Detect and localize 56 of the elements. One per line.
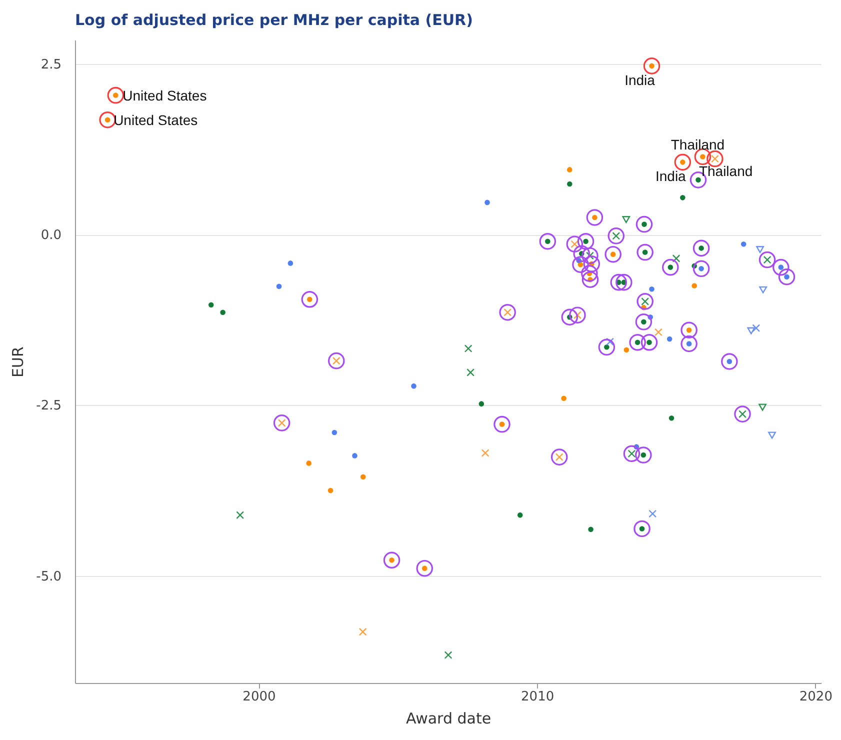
annotation: Thailand <box>698 162 753 179</box>
point <box>328 488 334 494</box>
point <box>517 512 523 518</box>
y-tick-label: 2.5 <box>40 57 62 72</box>
point <box>411 383 416 389</box>
x-tick-label: 2020 <box>799 690 832 704</box>
annotation: United States <box>122 87 207 104</box>
y-tick-label: -2.5 <box>36 398 62 414</box>
point <box>466 368 474 376</box>
point <box>666 336 672 342</box>
point <box>288 260 294 266</box>
point <box>566 181 572 187</box>
point <box>649 286 654 292</box>
point <box>358 628 367 636</box>
point <box>668 416 674 421</box>
point <box>352 453 358 458</box>
point <box>481 449 490 457</box>
x-axis-title: Award date <box>406 710 492 728</box>
point <box>464 344 472 352</box>
point <box>332 430 338 436</box>
point <box>740 241 746 247</box>
x-tick-label: 2000 <box>242 690 276 704</box>
annotation: India <box>655 168 686 184</box>
point <box>444 651 452 659</box>
point <box>566 167 572 172</box>
point <box>588 526 594 532</box>
point <box>756 246 764 254</box>
point <box>360 474 366 480</box>
point <box>478 401 484 406</box>
y-tick-label: 0.0 <box>40 228 62 244</box>
point <box>759 286 768 294</box>
point <box>692 283 697 288</box>
point <box>672 254 680 262</box>
point <box>484 200 490 206</box>
point <box>624 347 630 353</box>
point <box>768 432 776 439</box>
point <box>276 284 282 290</box>
point <box>208 302 214 308</box>
point <box>752 324 760 332</box>
point <box>747 327 756 334</box>
point <box>654 328 662 336</box>
point <box>648 510 657 518</box>
chart-title: Log of adjusted price per MHz per capita (EUR) <box>75 11 473 29</box>
point <box>680 195 686 200</box>
annotation: Thailand <box>670 136 725 153</box>
y-tick-label: -5.0 <box>36 569 62 584</box>
point <box>236 511 244 520</box>
point <box>606 338 614 346</box>
point <box>561 396 566 401</box>
x-tick-label: 2010 <box>521 690 554 704</box>
annotation: India <box>624 72 656 88</box>
point <box>306 460 312 466</box>
y-axis-title: EUR <box>9 346 28 378</box>
point <box>220 310 226 315</box>
point <box>758 404 766 411</box>
point <box>622 216 630 224</box>
